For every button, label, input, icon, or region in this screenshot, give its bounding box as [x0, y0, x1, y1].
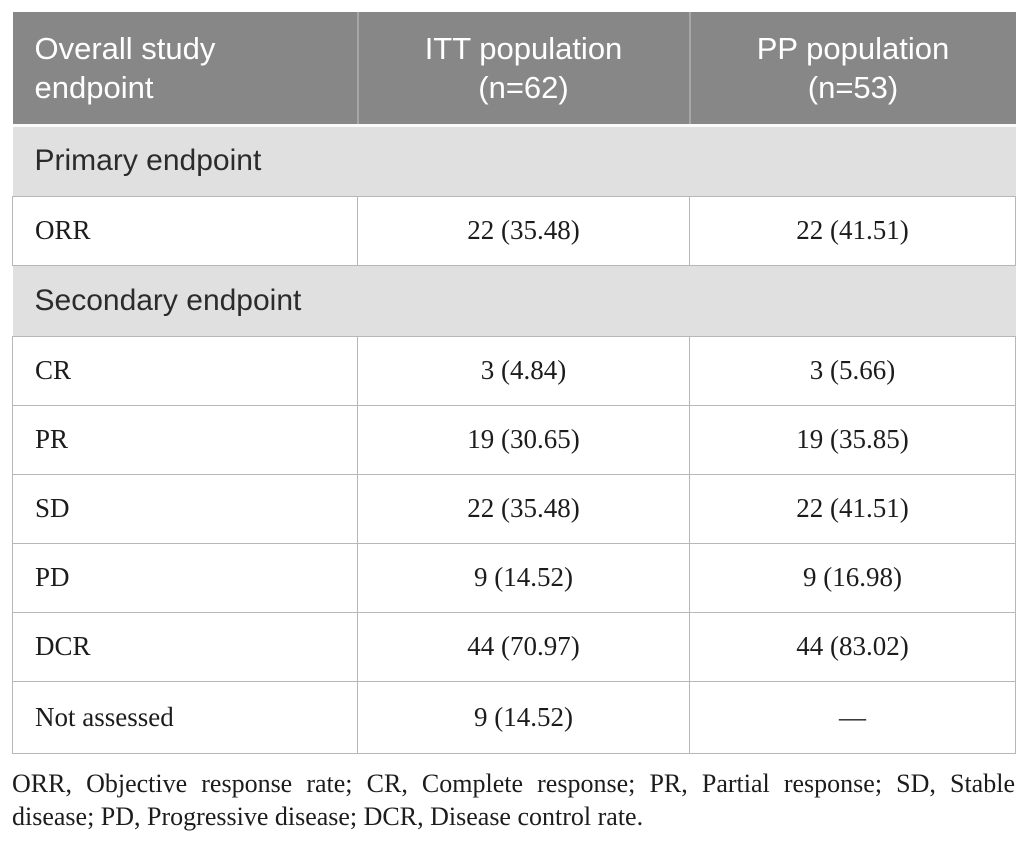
pp-value: 22 (41.51) — [689, 473, 1016, 544]
section-title: Primary endpoint — [12, 124, 1016, 197]
endpoint-label: DCR — [12, 611, 358, 682]
itt-value: 44 (70.97) — [357, 611, 690, 682]
table-row-pd: PD 9 (14.52) 9 (16.98) — [12, 542, 1016, 613]
column-header-pp: PP population (n=53) — [688, 12, 1016, 127]
table-row-orr: ORR 22 (35.48) 22 (41.51) — [12, 195, 1016, 266]
endpoint-label: ORR — [12, 195, 358, 266]
column-header-endpoint: Overall study endpoint — [12, 12, 358, 127]
endpoint-label: CR — [12, 335, 358, 406]
pp-value: 9 (16.98) — [689, 542, 1016, 613]
itt-value: 22 (35.48) — [357, 195, 690, 266]
endpoint-label: Not assessed — [12, 680, 358, 754]
pp-value: — — [689, 680, 1016, 754]
table-header-row: Overall study endpoint ITT population (n… — [12, 12, 1016, 127]
table-row-pr: PR 19 (30.65) 19 (35.85) — [12, 404, 1016, 475]
table-row-dcr: DCR 44 (70.97) 44 (83.02) — [12, 611, 1016, 682]
header-line: PP population — [756, 30, 950, 66]
pp-value: 19 (35.85) — [689, 404, 1016, 475]
header-line: endpoint — [34, 69, 154, 105]
table-row-sd: SD 22 (35.48) 22 (41.51) — [12, 473, 1016, 544]
section-row-primary: Primary endpoint — [12, 124, 1016, 197]
itt-value: 9 (14.52) — [357, 680, 690, 754]
header-line: ITT population — [424, 30, 623, 66]
endpoint-label: PD — [12, 542, 358, 613]
pp-value: 44 (83.02) — [689, 611, 1016, 682]
section-title: Secondary endpoint — [12, 264, 1016, 337]
pp-value: 3 (5.66) — [689, 335, 1016, 406]
header-line: (n=62) — [478, 69, 569, 105]
itt-value: 22 (35.48) — [357, 473, 690, 544]
pp-value: 22 (41.51) — [689, 195, 1016, 266]
header-line: Overall study — [34, 30, 216, 66]
endpoint-label: PR — [12, 404, 358, 475]
section-row-secondary: Secondary endpoint — [12, 264, 1016, 337]
itt-value: 9 (14.52) — [357, 542, 690, 613]
column-header-itt: ITT population (n=62) — [356, 12, 690, 127]
endpoint-label: SD — [12, 473, 358, 544]
table-row-not-assessed: Not assessed 9 (14.52) — — [12, 680, 1016, 754]
table-row-cr: CR 3 (4.84) 3 (5.66) — [12, 335, 1016, 406]
itt-value: 3 (4.84) — [357, 335, 690, 406]
itt-value: 19 (30.65) — [357, 404, 690, 475]
study-endpoint-table: Overall study endpoint ITT population (n… — [12, 12, 1016, 754]
abbreviations-footnote: ORR, Objective response rate; CR, Comple… — [12, 768, 1015, 831]
header-line: (n=53) — [807, 69, 899, 105]
